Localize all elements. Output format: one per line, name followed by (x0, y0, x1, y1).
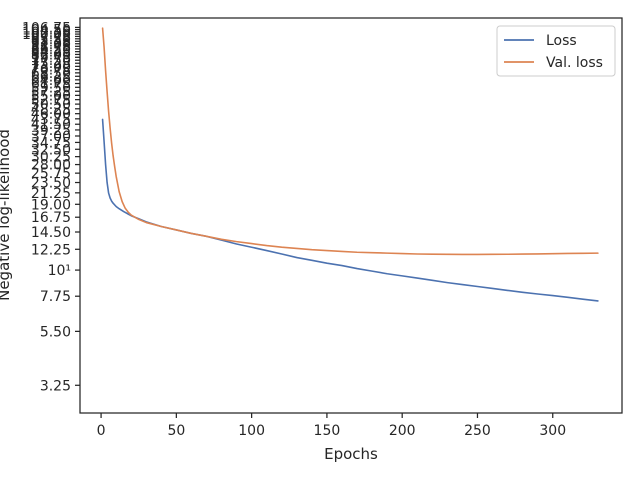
y-tick-label: 46.00 (31, 107, 71, 123)
y-tick-label: 97.75 (31, 29, 71, 45)
y-tick-label: 23.50 (31, 176, 71, 192)
y-tick-label: 88.75 (31, 39, 71, 55)
x-tick-label: 100 (238, 423, 265, 439)
y-tick-label: 59.50 (31, 80, 71, 96)
y-tick-label: 3.25 (40, 378, 71, 394)
axes-background (80, 18, 622, 413)
y-tick-label: 21.25 (31, 186, 71, 202)
y-tick-label: 91.00 (31, 37, 71, 53)
y-tick-label: 19.00 (31, 197, 71, 213)
y-tick-label: 5.50 (40, 324, 71, 340)
y-tick-label: 77.50 (31, 53, 71, 69)
x-tick-label: 200 (389, 423, 416, 439)
series-line-val-loss (101, 27, 599, 256)
x-axis-ticks: 0 50 100 150 200 250 300 (97, 413, 566, 439)
y-tick-label: 30.25 (31, 150, 71, 166)
y-tick-label: 43.75 (31, 112, 71, 128)
y-tick-label: 32.50 (31, 142, 71, 158)
legend-label-loss: Loss (546, 33, 577, 49)
y-tick-label: 28.00 (31, 158, 71, 174)
y-tick-label: 48.25 (31, 102, 71, 118)
series-layer (101, 27, 599, 302)
y-axis-ticks: 3.25 5.50 7.75 10¹ 12.2514.5016.7519.0021.25… (22, 20, 80, 394)
y-tick-label: 10¹ (48, 263, 71, 279)
y-tick-label: 39.25 (31, 123, 71, 139)
y-tick-label: 52.75 (31, 93, 71, 109)
y-tick-label: 104.50 (22, 23, 71, 39)
x-tick-label: 250 (464, 423, 491, 439)
y-tick-label: 95.50 (31, 32, 71, 48)
series-line-loss (101, 118, 599, 302)
plot-area (79, 17, 623, 414)
y-tick-label: 73.00 (31, 59, 71, 75)
y-tick-label: 68.50 (31, 66, 71, 82)
x-axis-label: Epochs (324, 445, 378, 463)
y-tick-label: 84.25 (31, 45, 71, 61)
y-tick-label: 41.50 (31, 117, 71, 133)
y-tick-label: 55.00 (31, 88, 71, 104)
y-tick-label: 100.00 (22, 27, 71, 43)
y-tick-label: 66.25 (31, 69, 71, 85)
y-axis-label: Negative log-likelihood (0, 129, 13, 301)
legend-entries: Loss Val. loss (504, 33, 603, 71)
y-tick-label: 12.25 (31, 242, 71, 258)
y-tick-label: 16.75 (31, 210, 71, 226)
x-tick-label: 150 (314, 423, 341, 439)
y-tick-label: 50.50 (31, 97, 71, 113)
y-tick-label: 37.00 (31, 129, 71, 145)
y-tick-label: 34.75 (31, 135, 71, 151)
y-tick-label: 86.50 (31, 42, 71, 58)
legend-label-val-loss: Val. loss (546, 55, 603, 71)
legend: Loss Val. loss (496, 25, 616, 77)
y-tick-label: 79.75 (31, 50, 71, 66)
x-tick-label: 0 (97, 423, 106, 439)
y-tick-label: 93.25 (31, 34, 71, 50)
y-tick-label: 82.00 (31, 47, 71, 63)
y-tick-label: 70.75 (31, 63, 71, 79)
legend-box (496, 25, 616, 77)
x-tick-label: 50 (167, 423, 185, 439)
y-tick-label: 61.75 (31, 77, 71, 93)
y-tick-label: 14.50 (31, 225, 71, 241)
x-tick-label: 300 (539, 423, 566, 439)
y-tick-label: 7.75 (40, 289, 71, 305)
y-tick-label: 64.00 (31, 73, 71, 89)
y-tick-label: 102.25 (22, 25, 71, 41)
axes-frame (79, 17, 623, 414)
y-tick-label: 75.25 (31, 56, 71, 72)
y-tick-label: 25.75 (31, 166, 71, 182)
y-tick-label: 57.25 (31, 84, 71, 100)
y-tick-label: 106.75 (22, 20, 71, 36)
